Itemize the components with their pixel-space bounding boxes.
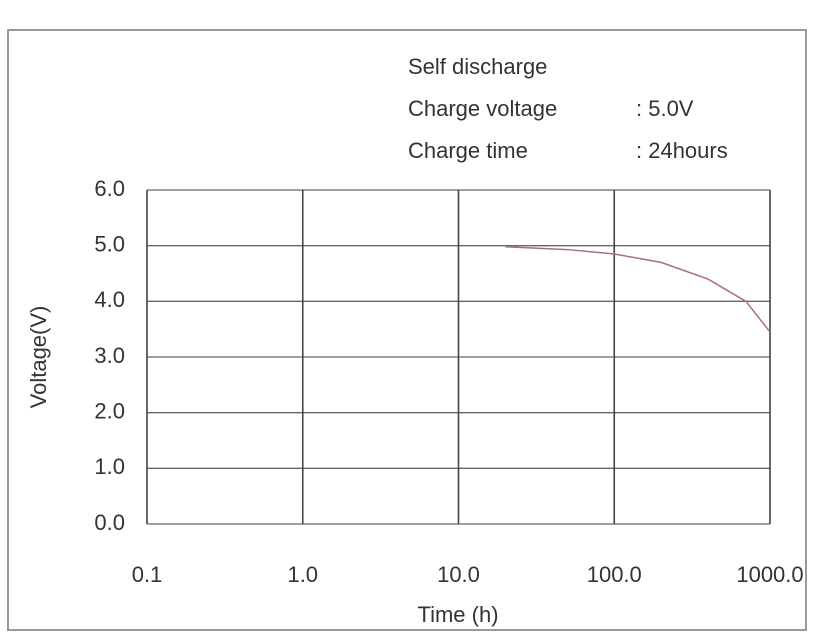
y-tick-label: 3.0: [94, 343, 125, 368]
annotation: Charge voltage: [408, 96, 557, 121]
y-axis-title: Voltage(V): [26, 306, 51, 409]
y-tick-label: 1.0: [94, 454, 125, 479]
frame: [7, 29, 807, 631]
y-tick-label: 4.0: [94, 287, 125, 312]
y-tick-label: 0.0: [94, 510, 125, 535]
annotation: : 24hours: [636, 138, 728, 163]
x-tick-label: 1.0: [287, 562, 318, 587]
data-line: [505, 246, 771, 333]
y-tick-label: 5.0: [94, 231, 125, 256]
y-tick-label: 6.0: [94, 176, 125, 201]
y-tick-label: 2.0: [94, 398, 125, 423]
x-tick-label: 100.0: [587, 562, 642, 587]
annotation: Charge time: [408, 138, 528, 163]
x-tick-label: 1000.0: [736, 562, 803, 587]
annotation: Self discharge: [408, 54, 547, 79]
x-tick-label: 10.0: [437, 562, 480, 587]
x-axis-title: Time (h): [417, 602, 498, 627]
x-tick-label: 0.1: [132, 562, 163, 587]
annotation: : 5.0V: [636, 96, 694, 121]
